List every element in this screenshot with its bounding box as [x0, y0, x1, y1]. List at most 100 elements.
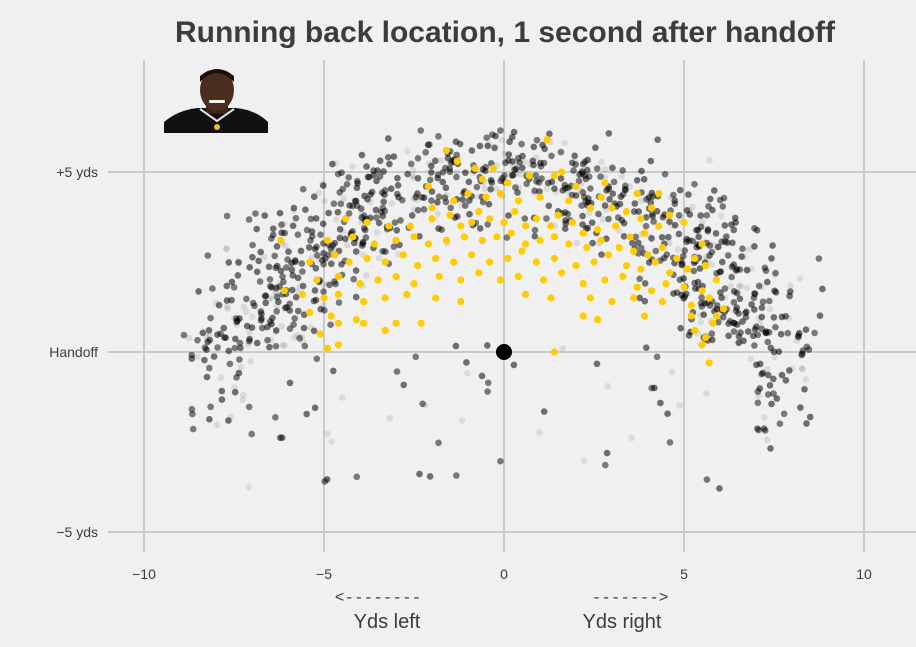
cloud-point	[262, 299, 270, 307]
cloud-point	[206, 336, 213, 344]
cloud-point	[482, 167, 489, 175]
cloud-point	[620, 233, 628, 240]
cloud-point	[404, 170, 412, 178]
cloud-point	[711, 187, 718, 194]
cloud-point	[751, 326, 759, 333]
cloud-point	[578, 202, 585, 209]
cloud-point	[778, 313, 786, 321]
cloud-point	[434, 199, 441, 206]
cloud-point	[264, 336, 271, 344]
cloud-point	[253, 339, 261, 347]
cloud-point	[721, 294, 728, 302]
cloud-point	[733, 266, 741, 273]
cloud-point	[704, 226, 712, 233]
cloud-point	[643, 196, 650, 203]
cloud-point	[513, 165, 520, 173]
cloud-point	[695, 233, 702, 241]
cloud-point	[239, 396, 246, 404]
cloud-point	[511, 166, 518, 174]
cloud-point	[706, 157, 713, 164]
cloud-point	[376, 173, 384, 180]
cloud-point	[801, 386, 808, 393]
cloud-point	[428, 188, 436, 195]
cloud-point	[635, 239, 642, 247]
cloud-point	[438, 226, 446, 233]
cloud-point	[290, 334, 298, 341]
cloud-point	[754, 425, 761, 432]
cloud-point	[641, 280, 649, 287]
cloud-point	[210, 353, 218, 360]
cloud-point	[288, 259, 295, 267]
cloud-point	[510, 128, 518, 136]
cloud-point	[513, 165, 520, 173]
cloud-point	[689, 237, 696, 245]
cloud-point	[311, 287, 319, 294]
cloud-point	[267, 283, 274, 290]
cloud-point	[605, 185, 612, 193]
cloud-point	[366, 173, 373, 181]
cloud-point	[766, 305, 774, 313]
cloud-point	[279, 434, 286, 442]
cloud-point	[317, 305, 325, 313]
cloud-point	[636, 275, 643, 283]
cloud-point	[267, 283, 274, 290]
cloud-point	[764, 278, 771, 286]
cloud-point	[787, 288, 794, 295]
cloud-point	[390, 153, 398, 160]
cloud-point	[738, 253, 745, 260]
cloud-point	[278, 221, 285, 228]
cloud-point	[728, 263, 736, 271]
cloud-point	[285, 248, 292, 255]
cloud-point	[462, 202, 469, 209]
cloud-point	[338, 169, 345, 176]
cloud-point	[671, 197, 679, 204]
cloud-point	[685, 206, 693, 214]
all-backs-cloud	[180, 127, 826, 492]
cloud-point	[631, 200, 639, 207]
cloud-point	[324, 430, 331, 438]
cloud-point	[266, 276, 274, 283]
cloud-point	[330, 367, 337, 375]
cloud-point	[425, 160, 433, 167]
cloud-point	[276, 209, 284, 217]
cloud-point	[413, 196, 421, 204]
cloud-point	[205, 327, 213, 334]
cloud-point	[733, 321, 741, 328]
cloud-point	[319, 220, 327, 228]
cloud-point	[492, 185, 500, 193]
cloud-point	[731, 320, 738, 327]
cloud-point	[290, 321, 297, 328]
cloud-point	[416, 233, 423, 240]
cloud-point	[453, 472, 460, 479]
cloud-point	[762, 267, 770, 275]
cloud-point	[487, 176, 495, 184]
cloud-point	[730, 299, 738, 306]
cloud-point	[357, 219, 365, 226]
cloud-point	[286, 379, 294, 387]
cloud-point	[805, 346, 813, 353]
cloud-point	[352, 293, 360, 301]
cloud-point	[529, 157, 537, 165]
cloud-point	[730, 261, 737, 269]
cloud-point	[750, 332, 757, 340]
cloud-point	[308, 228, 316, 235]
cloud-point	[755, 392, 762, 400]
cloud-point	[218, 387, 226, 395]
cloud-point	[301, 342, 309, 350]
cloud-point	[676, 186, 684, 194]
cloud-point	[272, 264, 280, 272]
cloud-point	[225, 259, 233, 266]
cloud-point	[204, 338, 211, 346]
cloud-point	[299, 338, 307, 346]
cloud-point	[576, 171, 583, 178]
cloud-point	[353, 473, 361, 481]
cloud-point	[577, 187, 584, 194]
cloud-point	[545, 202, 553, 210]
cloud-point	[432, 157, 439, 165]
cloud-point	[410, 195, 418, 202]
cloud-point	[786, 292, 793, 300]
cloud-point	[708, 261, 715, 268]
cloud-point	[350, 275, 358, 283]
cloud-point	[531, 232, 539, 240]
cloud-point	[617, 193, 625, 200]
